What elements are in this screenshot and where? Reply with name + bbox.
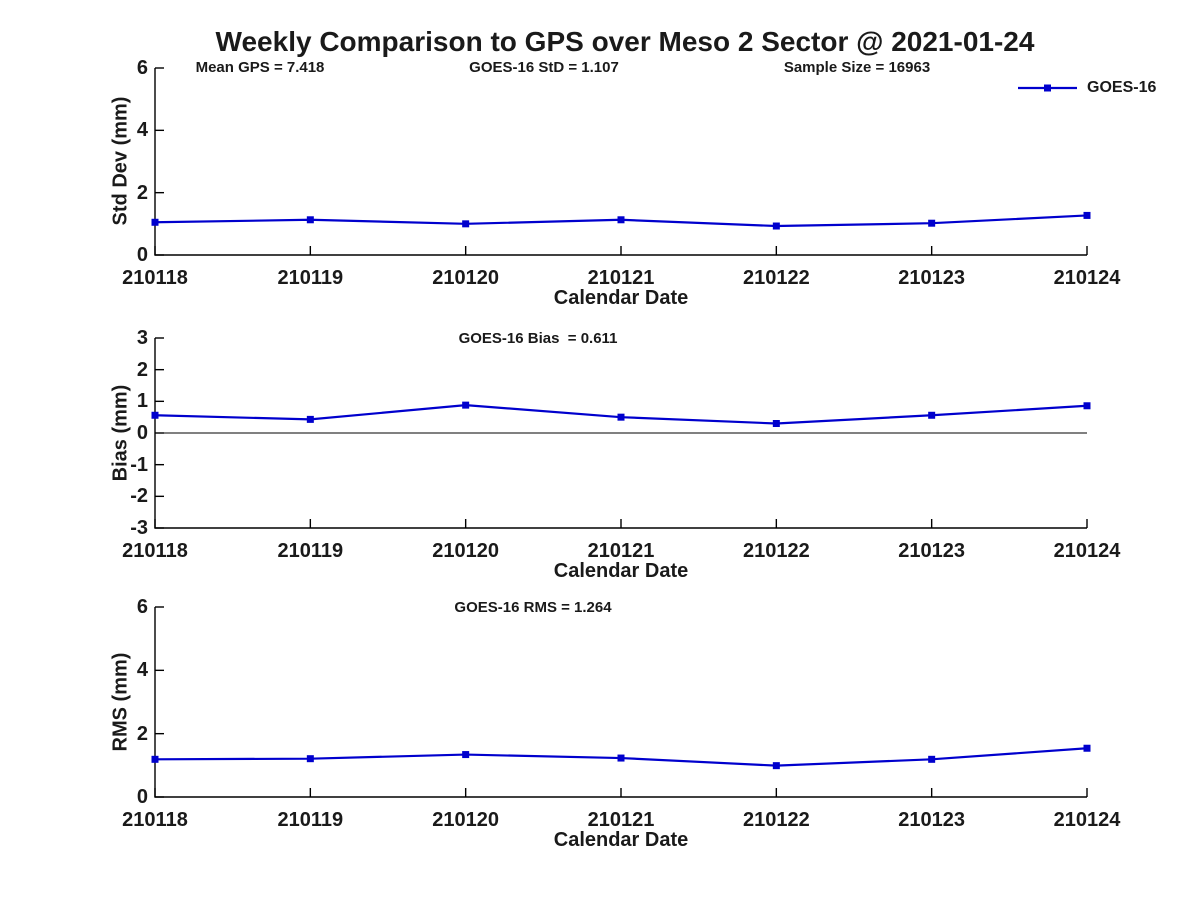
legend: GOES-16 [1017, 78, 1156, 98]
x-tick-label: 210119 [277, 540, 344, 562]
y-tick-label: 2 [136, 722, 148, 745]
x-tick-label: 210121 [587, 267, 655, 289]
data-point-marker [772, 420, 780, 427]
data-point-marker [151, 755, 159, 763]
data-point-marker [462, 220, 470, 228]
data-point-marker [617, 413, 625, 421]
x-tick-label: 210124 [1053, 267, 1121, 289]
y-tick-label: 2 [136, 181, 148, 204]
y-tick-label: 3 [136, 327, 148, 349]
x-tick-label: 210122 [742, 540, 810, 562]
data-point-marker [151, 411, 159, 419]
data-point-marker [772, 222, 780, 230]
x-tick-label: 210123 [898, 809, 966, 831]
x-tick-label: 210120 [432, 809, 500, 831]
data-point-marker [306, 415, 314, 423]
x-tick-label: 210120 [432, 267, 500, 289]
x-tick-label: 210121 [587, 809, 655, 831]
y-tick-label: 0 [136, 244, 148, 266]
legend-label: GOES-16 [1087, 79, 1157, 96]
x-tick-label: 210122 [742, 809, 810, 831]
annotation-goes16-rms: GOES-16 RMS = 1.264 [454, 599, 612, 616]
y-tick-label: 4 [136, 659, 148, 682]
y-tick-label: 4 [136, 119, 148, 142]
x-tick-label: 210120 [432, 540, 500, 562]
data-point-marker [928, 411, 936, 419]
x-tick-label: 210119 [277, 809, 344, 831]
x-tick-label: 210124 [1053, 540, 1121, 562]
x-tick-label: 210122 [742, 267, 810, 289]
y-tick-label: 6 [136, 596, 148, 618]
xlabel-subplot1: Calendar Date [553, 287, 689, 309]
y-tick-label: -2 [130, 485, 148, 508]
y-tick-label: -1 [130, 453, 148, 476]
data-point-marker [1083, 211, 1091, 219]
legend-line-marker-icon [1018, 84, 1077, 92]
xlabel-subplot2: Calendar Date [553, 560, 689, 582]
data-point-marker [151, 218, 159, 226]
axes-spines [154, 607, 1087, 798]
annotation-sample-size: Sample Size = 16963 [783, 59, 931, 76]
data-point-marker [772, 762, 780, 770]
y-tick-label: -3 [130, 517, 148, 539]
data-point-marker [306, 755, 314, 763]
data-point-marker [462, 751, 470, 759]
data-point-marker [462, 401, 470, 409]
y-tick-label: 0 [136, 786, 148, 808]
data-point-marker [928, 219, 936, 227]
axes-spines [154, 68, 1087, 256]
y-tick-label: 2 [136, 358, 148, 381]
annotation-goes16-std: GOES-16 StD = 1.107 [469, 59, 619, 76]
x-tick-label: 210123 [898, 267, 966, 289]
x-tick-label: 210124 [1053, 809, 1121, 831]
data-point-marker [928, 755, 936, 763]
data-point-marker [617, 216, 625, 224]
x-tick-label: 210119 [277, 267, 344, 289]
annotation-goes16-bias: GOES-16 Bias = 0.611 [458, 330, 618, 347]
data-point-marker [617, 754, 625, 762]
x-tick-label: 210118 [122, 809, 188, 831]
x-tick-label: 210121 [587, 540, 655, 562]
y-tick-label: 6 [136, 57, 148, 79]
y-tick-label: 0 [136, 422, 148, 444]
data-point-marker [1083, 744, 1091, 752]
xlabel-subplot3: Calendar Date [553, 829, 689, 851]
annotation-mean-gps: Mean GPS = 7.418 [195, 59, 325, 76]
x-tick-label: 210118 [122, 267, 188, 289]
x-tick-label: 210118 [122, 540, 188, 562]
x-tick-label: 210123 [898, 540, 966, 562]
data-point-marker [1083, 402, 1091, 410]
chart-title: Weekly Comparison to GPS over Meso 2 Sec… [215, 26, 1035, 57]
y-tick-label: 1 [136, 390, 148, 413]
data-point-marker [306, 216, 314, 224]
